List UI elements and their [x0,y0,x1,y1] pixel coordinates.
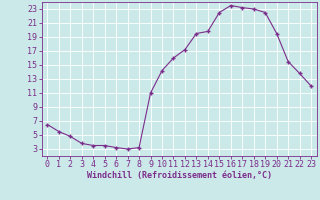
X-axis label: Windchill (Refroidissement éolien,°C): Windchill (Refroidissement éolien,°C) [87,171,272,180]
